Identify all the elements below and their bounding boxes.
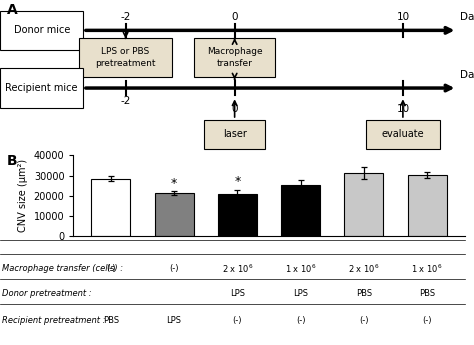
Text: 0: 0 [231,12,238,22]
Bar [344,173,383,236]
Bar [218,194,257,236]
Text: PBS: PBS [419,289,435,298]
Text: B: B [7,154,18,168]
FancyBboxPatch shape [194,38,275,77]
Text: 10: 10 [396,104,410,114]
Text: 10: 10 [396,12,410,22]
Text: Donor pretreatment :: Donor pretreatment : [2,289,92,298]
Text: (-): (-) [359,316,369,325]
Bar [408,175,447,236]
Text: PBS: PBS [103,316,119,325]
Text: LPS: LPS [230,289,245,298]
FancyBboxPatch shape [80,38,172,77]
Text: Macrophage transfer (cells) :: Macrophage transfer (cells) : [2,264,124,273]
Text: Recipient pretreatment :: Recipient pretreatment : [2,316,106,325]
Text: Day: Day [460,12,474,22]
Bar [281,185,320,236]
Text: -2: -2 [120,12,131,22]
Text: 2 x 10$^6$: 2 x 10$^6$ [348,262,380,275]
Text: *: * [234,176,240,188]
Text: laser: laser [223,129,246,139]
Text: (-): (-) [422,316,432,325]
Text: (-): (-) [233,316,242,325]
Text: 0: 0 [231,104,238,114]
Text: (-): (-) [106,264,116,273]
Bar [155,193,194,236]
Text: *: * [171,177,177,190]
Text: LPS: LPS [166,316,182,325]
Text: (-): (-) [296,316,305,325]
FancyBboxPatch shape [0,68,83,108]
FancyBboxPatch shape [0,11,83,50]
Text: PBS: PBS [356,289,372,298]
Text: Donor mice: Donor mice [14,26,70,35]
FancyBboxPatch shape [204,120,265,149]
Text: 1 x 10$^6$: 1 x 10$^6$ [285,262,317,275]
Text: Recipient mice: Recipient mice [6,83,78,93]
Text: evaluate: evaluate [382,129,424,139]
Text: (-): (-) [169,264,179,273]
Bar [91,179,130,236]
Y-axis label: CNV size (μm²): CNV size (μm²) [18,159,28,232]
Text: Day: Day [460,70,474,80]
FancyBboxPatch shape [366,120,439,149]
Text: -2: -2 [120,96,131,106]
Text: Macrophage
transfer: Macrophage transfer [207,47,263,68]
Text: 1 x 10$^6$: 1 x 10$^6$ [411,262,443,275]
Text: 2 x 10$^6$: 2 x 10$^6$ [221,262,253,275]
Text: A: A [7,3,18,17]
Text: LPS or PBS
pretreatment: LPS or PBS pretreatment [95,47,156,68]
Text: LPS: LPS [293,289,308,298]
